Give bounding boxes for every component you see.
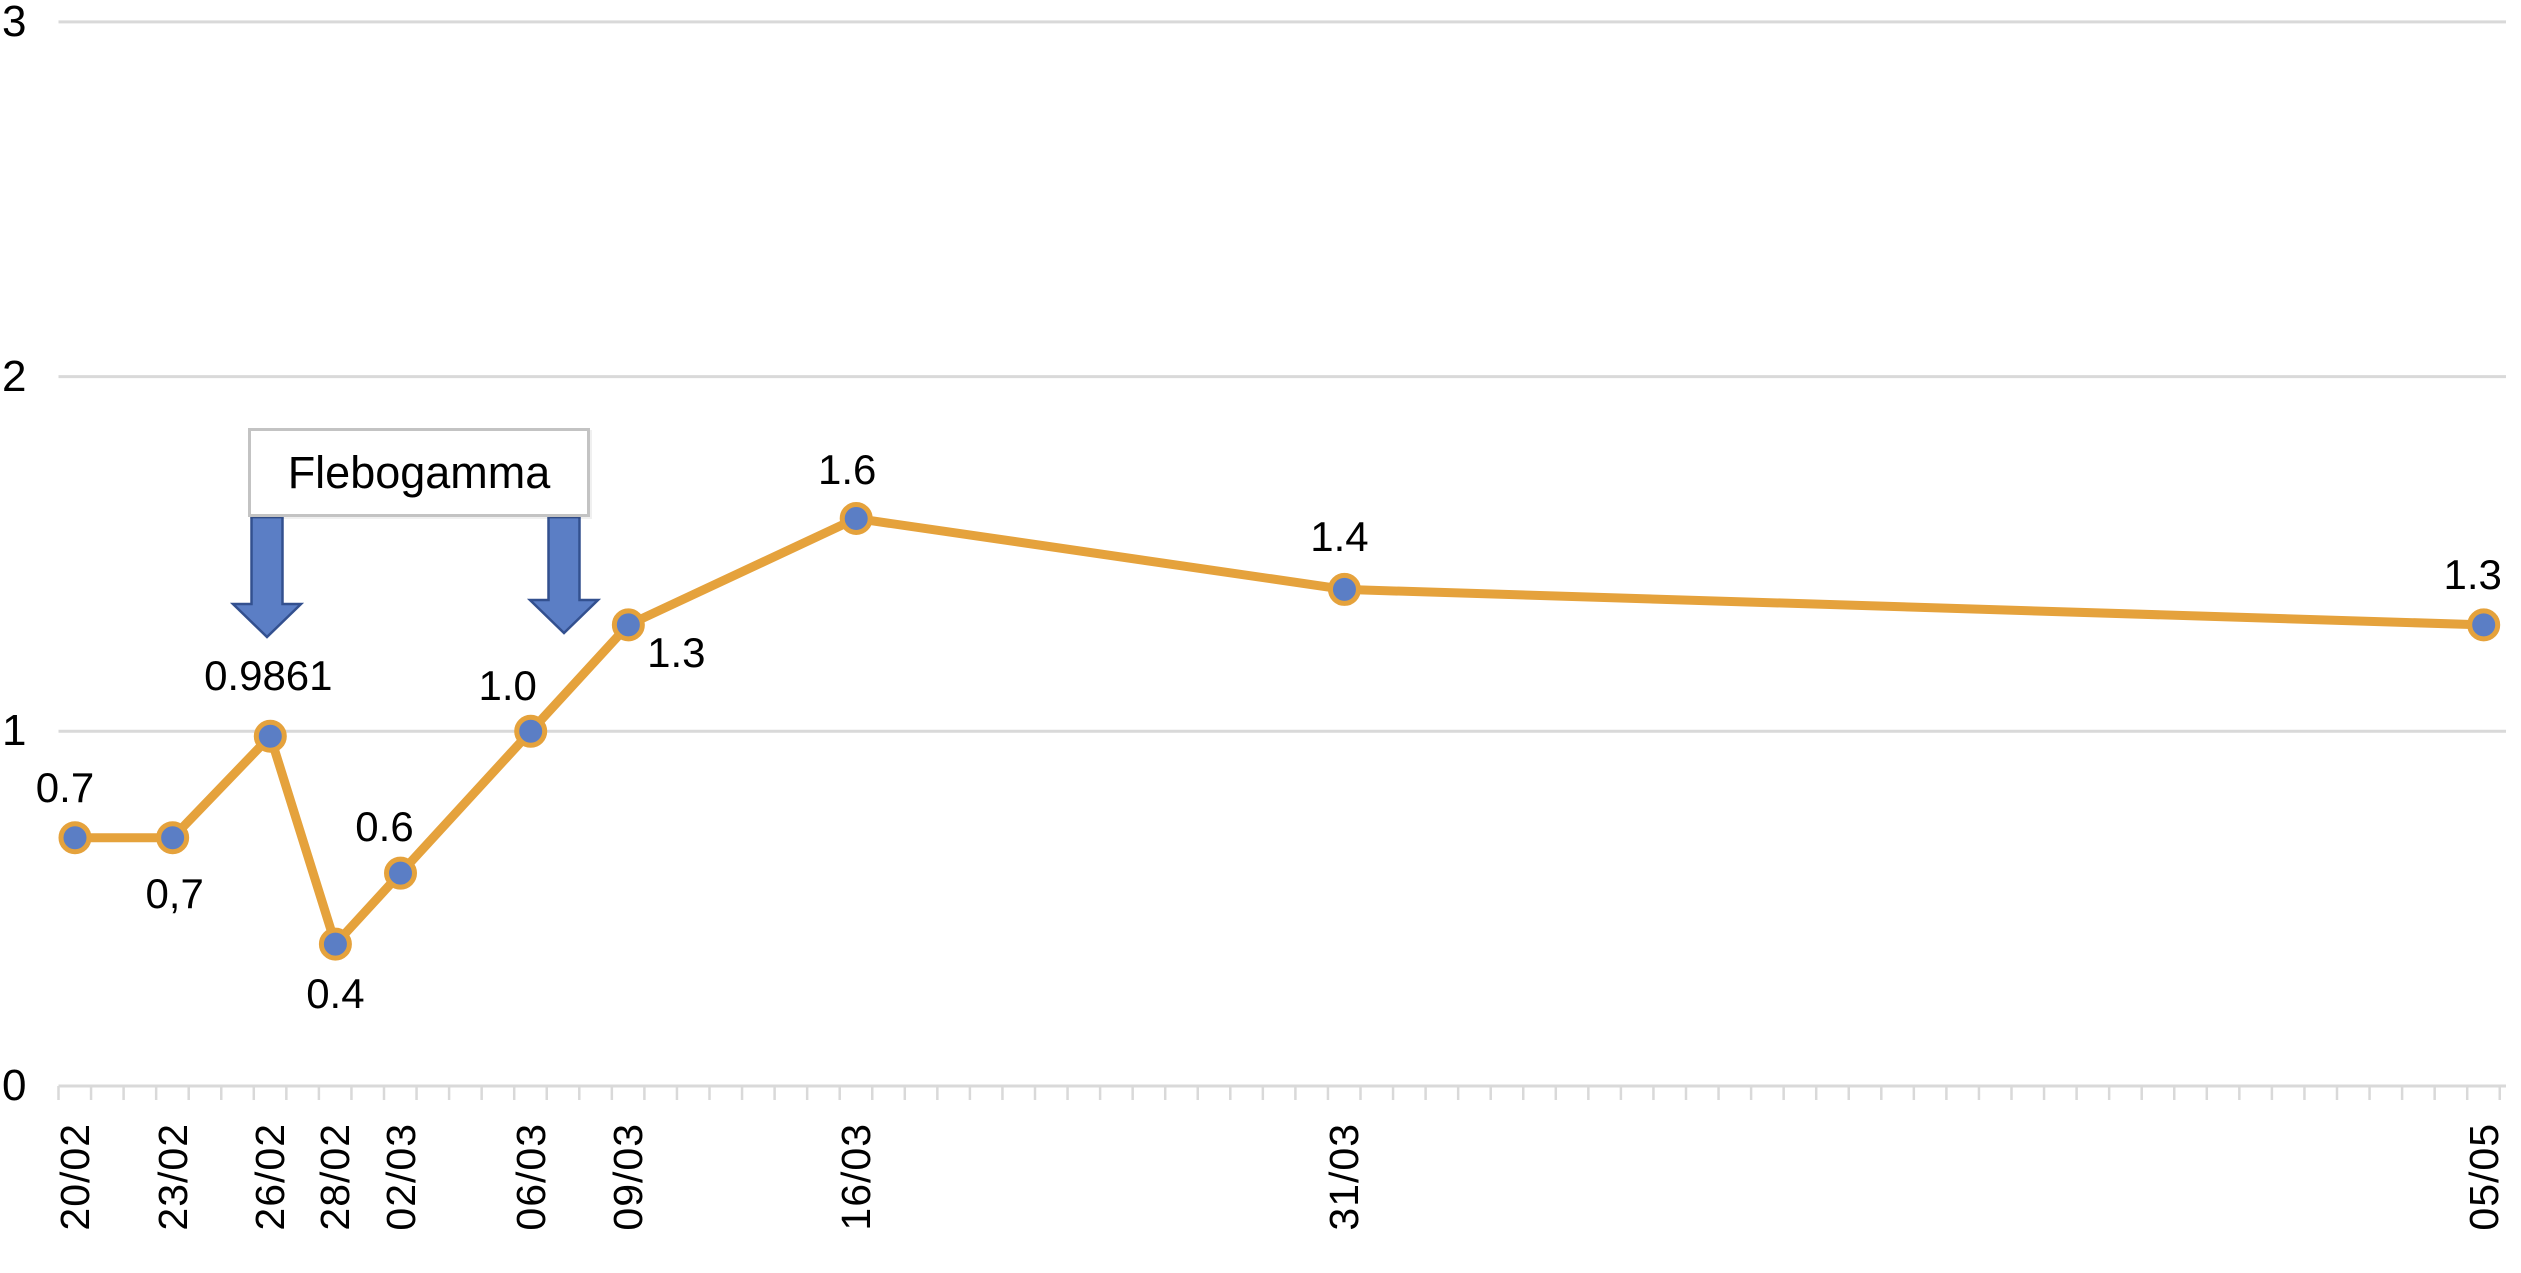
down-arrow[interactable] [229, 515, 305, 639]
data-point-label: 1.3 [2443, 550, 2502, 598]
data-point-label: 1.4 [1310, 513, 1369, 561]
data-point-marker[interactable] [839, 501, 873, 535]
data-point-marker[interactable] [611, 608, 645, 642]
down-arrow[interactable] [526, 515, 602, 635]
plot-area[interactable] [0, 0, 2521, 1246]
data-point-marker[interactable] [156, 821, 190, 855]
data-point-label: 0.9861 [204, 652, 333, 700]
data-point-label: 1.6 [817, 446, 877, 494]
x-axis-tick-label: 23/02 [149, 1123, 196, 1231]
data-point-marker[interactable] [2467, 608, 2501, 642]
annotation-label: Flebogamma [287, 446, 551, 498]
x-axis-tick-label: 26/02 [247, 1123, 294, 1231]
x-axis-tick-label: 09/03 [605, 1123, 652, 1231]
data-point-marker[interactable] [253, 719, 287, 753]
data-point-label: 0.7 [35, 763, 95, 811]
x-axis-tick-label: 06/03 [507, 1123, 554, 1231]
data-point-label: 0.6 [355, 803, 414, 851]
x-axis-tick-label: 28/02 [312, 1123, 359, 1231]
y-axis-tick-label: 1 [2, 706, 27, 756]
x-axis-tick-label: 20/02 [52, 1123, 98, 1231]
data-point-label: 0,7 [145, 869, 204, 917]
x-axis-tick-label: 02/03 [377, 1123, 424, 1231]
data-point-marker[interactable] [514, 714, 548, 748]
x-axis-tick-label: 31/03 [1321, 1123, 1368, 1231]
series-line[interactable] [70, 513, 2489, 949]
data-point-marker[interactable] [384, 856, 417, 890]
data-point-label: 0.4 [306, 970, 365, 1018]
line-chart: 0 1 2 3 20/02 23/02 26/02 28/02 02/03 06/03 09/03… [0, 0, 2521, 1246]
data-point-marker[interactable] [318, 927, 352, 961]
x-axis-tick-label: 05/05 [2460, 1123, 2507, 1231]
y-axis-tick-label: 2 [2, 351, 27, 401]
data-point-label: 1.0 [478, 662, 537, 710]
data-point-marker[interactable] [1327, 572, 1361, 606]
y-axis-tick-label: 0 [2, 1061, 27, 1110]
data-point-label: 1.3 [647, 628, 706, 676]
y-axis-tick-label: 3 [2, 0, 27, 46]
data-point-marker[interactable] [58, 821, 92, 855]
annotation-box[interactable]: Flebogamma [248, 428, 590, 517]
x-axis-tick-label: 16/03 [833, 1123, 880, 1231]
